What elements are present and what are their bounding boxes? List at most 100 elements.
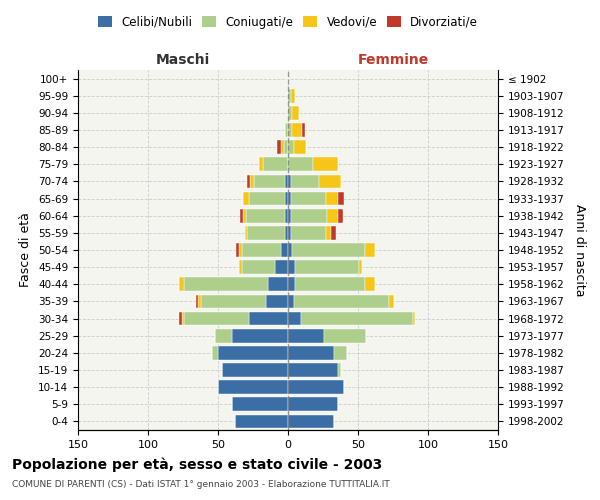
Bar <box>288 398 338 411</box>
Bar <box>288 226 291 239</box>
Bar <box>184 278 268 291</box>
Text: Popolazione per età, sesso e stato civile - 2003: Popolazione per età, sesso e stato civil… <box>12 458 382 472</box>
Bar <box>365 278 375 291</box>
Bar <box>218 346 288 360</box>
Bar <box>281 140 284 154</box>
Bar <box>413 312 415 326</box>
Bar <box>331 226 335 239</box>
Bar <box>285 192 288 205</box>
Bar <box>288 209 291 222</box>
Bar <box>285 174 288 188</box>
Bar <box>249 192 285 205</box>
Bar <box>284 140 288 154</box>
Y-axis label: Fasce di età: Fasce di età <box>19 212 32 288</box>
Bar <box>259 158 263 171</box>
Bar <box>288 363 338 377</box>
Bar <box>182 312 184 326</box>
Bar <box>291 209 327 222</box>
Bar <box>263 158 288 171</box>
Bar <box>275 260 288 274</box>
Bar <box>288 174 291 188</box>
Bar <box>218 380 288 394</box>
Bar <box>291 226 326 239</box>
Bar <box>302 123 305 137</box>
Bar <box>338 209 343 222</box>
Bar <box>222 363 288 377</box>
Bar <box>245 226 247 239</box>
Text: Maschi: Maschi <box>156 52 210 66</box>
Bar <box>288 380 344 394</box>
Bar <box>243 209 246 222</box>
Legend: Celibi/Nubili, Coniugati/e, Vedovi/e, Divorziati/e: Celibi/Nubili, Coniugati/e, Vedovi/e, Di… <box>93 11 483 34</box>
Bar <box>212 346 218 360</box>
Bar <box>301 312 413 326</box>
Bar <box>295 260 359 274</box>
Bar <box>292 123 302 137</box>
Bar <box>291 192 326 205</box>
Bar <box>334 346 347 360</box>
Bar <box>288 278 295 291</box>
Bar <box>288 414 334 428</box>
Bar <box>327 209 338 222</box>
Bar <box>293 294 389 308</box>
Bar <box>325 329 367 342</box>
Bar <box>338 363 341 377</box>
Bar <box>249 312 288 326</box>
Bar <box>291 89 295 102</box>
Y-axis label: Anni di nascita: Anni di nascita <box>573 204 586 296</box>
Bar <box>319 174 341 188</box>
Bar <box>239 260 242 274</box>
Bar <box>285 209 288 222</box>
Bar <box>288 260 295 274</box>
Bar <box>247 174 250 188</box>
Bar <box>254 174 285 188</box>
Bar <box>288 329 325 342</box>
Bar <box>235 414 288 428</box>
Bar <box>295 278 365 291</box>
Bar <box>288 312 301 326</box>
Bar <box>241 209 243 222</box>
Bar <box>184 312 249 326</box>
Bar <box>292 106 299 120</box>
Bar <box>247 226 285 239</box>
Bar <box>277 140 281 154</box>
Bar <box>288 294 293 308</box>
Bar <box>365 243 375 257</box>
Bar <box>268 278 288 291</box>
Bar <box>288 243 292 257</box>
Bar <box>281 243 288 257</box>
Bar <box>288 106 292 120</box>
Text: COMUNE DI PARENTI (CS) - Dati ISTAT 1° gennaio 2003 - Elaborazione TUTTITALIA.IT: COMUNE DI PARENTI (CS) - Dati ISTAT 1° g… <box>12 480 390 489</box>
Bar <box>288 140 293 154</box>
Bar <box>288 346 334 360</box>
Bar <box>288 89 291 102</box>
Bar <box>236 243 239 257</box>
Bar <box>215 329 232 342</box>
Bar <box>359 260 362 274</box>
Bar <box>266 294 288 308</box>
Bar <box>250 174 254 188</box>
Bar <box>242 243 281 257</box>
Bar <box>243 192 249 205</box>
Bar <box>293 140 306 154</box>
Bar <box>232 398 288 411</box>
Bar <box>291 174 319 188</box>
Bar <box>179 312 182 326</box>
Bar <box>288 123 292 137</box>
Bar <box>242 260 275 274</box>
Bar <box>246 209 285 222</box>
Bar <box>199 294 201 308</box>
Bar <box>285 123 288 137</box>
Bar <box>232 329 288 342</box>
Bar <box>201 294 266 308</box>
Bar <box>285 226 288 239</box>
Bar <box>313 158 338 171</box>
Bar <box>338 192 344 205</box>
Bar <box>288 192 291 205</box>
Bar <box>292 243 365 257</box>
Text: Femmine: Femmine <box>358 52 428 66</box>
Bar <box>239 243 242 257</box>
Bar <box>389 294 394 308</box>
Bar <box>326 226 331 239</box>
Bar <box>179 278 184 291</box>
